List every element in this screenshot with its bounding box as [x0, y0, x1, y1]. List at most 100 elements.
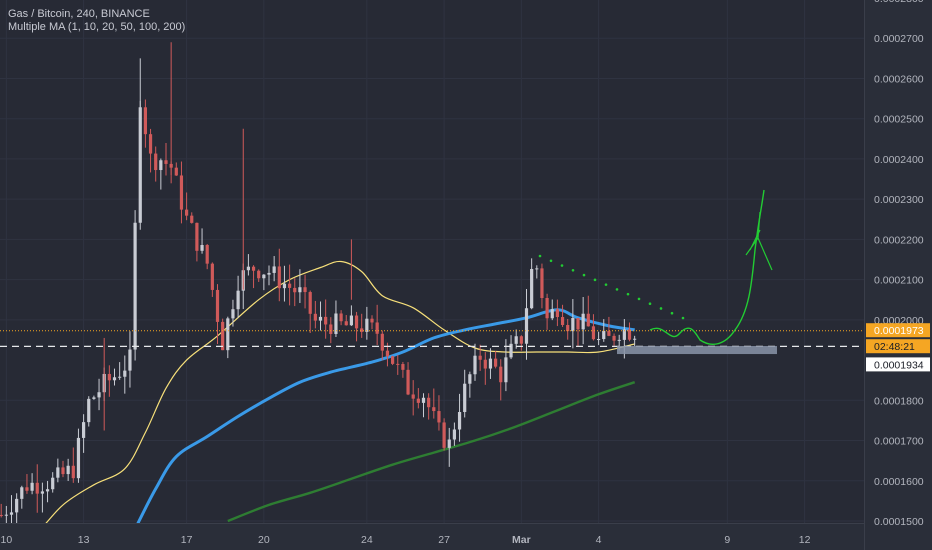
chart-legend: Gas / Bitcoin, 240, BINANCE Multiple MA … [8, 8, 185, 34]
time-tick-label: 17 [181, 534, 193, 546]
candle-body [504, 357, 508, 383]
candle-body [473, 355, 477, 375]
candle-body [40, 491, 44, 494]
candle-body [597, 339, 601, 341]
candle-body [236, 290, 240, 310]
time-tick-label: 9 [724, 534, 730, 546]
time-tick-label: 24 [361, 534, 373, 546]
candle-body [282, 283, 287, 289]
candle-body [354, 315, 359, 329]
price-tick-label: 0.0002800 [874, 0, 924, 5]
projection-path [649, 189, 765, 346]
symbol-title[interactable]: Gas / Bitcoin, 240, BINANCE [8, 8, 150, 20]
candle-body [566, 324, 570, 332]
candle-body [267, 272, 271, 275]
candle-body [478, 355, 482, 360]
time-axis-panel [0, 523, 864, 550]
time-axis[interactable]: 10 13 17 20 24 27 Mar 4 9 12 [0, 523, 864, 550]
candle-body [251, 266, 256, 271]
candle-body [164, 160, 168, 164]
candle-body [519, 336, 523, 344]
candle-body [112, 377, 117, 381]
time-tick-label: 27 [438, 534, 450, 546]
candle-body [468, 374, 472, 384]
candle-body [514, 336, 518, 344]
candle-body [344, 321, 348, 326]
candle-body [30, 482, 34, 491]
candle-body [509, 343, 513, 358]
candle-body [602, 330, 606, 340]
candle-body [51, 477, 55, 490]
candle-body [123, 370, 127, 377]
candle-body [324, 316, 328, 325]
candles [0, 42, 637, 528]
annotations [0, 189, 864, 355]
marked-price-badge: 0.0001934 [866, 357, 930, 372]
price-tick-label: 0.0002600 [874, 73, 924, 85]
candle-body [442, 422, 446, 448]
candle-body [365, 318, 369, 332]
candle-body [298, 287, 302, 293]
trendline-dot [670, 311, 674, 315]
candle-body [427, 397, 431, 408]
time-tick-label: 13 [78, 534, 90, 546]
countdown-badge-text: 02:48:21 [874, 341, 915, 353]
candle-body [231, 309, 235, 319]
candle-body [143, 107, 147, 135]
candle-body [87, 398, 91, 423]
candle-body [494, 358, 498, 367]
trendline-dot [637, 297, 641, 301]
candle-body [195, 222, 199, 251]
candle-body [499, 366, 503, 383]
ma-line-yellow [0, 260, 635, 550]
last-price-badge-bg [866, 323, 930, 338]
candle-body [215, 289, 220, 322]
candle-body [391, 356, 395, 364]
candle-body [437, 411, 441, 423]
price-tick-label: 0.0002100 [874, 275, 924, 287]
trendline-dot [538, 254, 542, 258]
trendline-dot [593, 278, 597, 282]
ma-line-blue [133, 308, 635, 530]
marked-price-badge-bg [866, 357, 930, 372]
candle-body [380, 333, 384, 351]
candle-body [35, 482, 39, 494]
candle-body [107, 373, 111, 381]
time-tick-label: 10 [1, 534, 13, 546]
candle-body [591, 326, 596, 340]
last-price-badge-text: 0.0001973 [874, 325, 924, 337]
candle-body [9, 512, 14, 515]
candle-body [45, 489, 50, 492]
candle-body [190, 215, 194, 223]
candle-body [92, 397, 96, 399]
candle-body [25, 487, 29, 491]
candle-body [550, 309, 554, 319]
candle-body [385, 350, 390, 357]
projection-arrow [745, 211, 773, 271]
indicator-label[interactable]: Multiple MA (1, 10, 20, 50, 100, 200) [8, 21, 186, 33]
countdown-badge: 02:48:21 [866, 339, 930, 354]
candle-body [128, 349, 132, 371]
price-axis[interactable]: 0.0002800 0.0002700 0.0002600 0.0002500 0.00… [864, 0, 932, 550]
time-tick-label: 20 [258, 534, 270, 546]
price-tick-label: 0.0002300 [874, 194, 924, 206]
candle-body [185, 209, 189, 216]
candle-body [581, 313, 585, 330]
trendline-dot [560, 264, 564, 267]
candle-body [416, 398, 420, 403]
candle-body [612, 335, 616, 341]
time-tick-label: 12 [799, 534, 811, 546]
candle-body [463, 383, 467, 413]
candle-body [401, 364, 405, 370]
grid [0, 0, 864, 523]
candle-body [530, 268, 534, 309]
candle-body [210, 263, 214, 290]
candle-body [154, 153, 158, 171]
candle-body [257, 270, 261, 279]
price-tick-label: 0.0002500 [874, 114, 924, 126]
candle-body [452, 429, 456, 440]
candle-body [555, 309, 559, 318]
candle-body [226, 318, 230, 351]
